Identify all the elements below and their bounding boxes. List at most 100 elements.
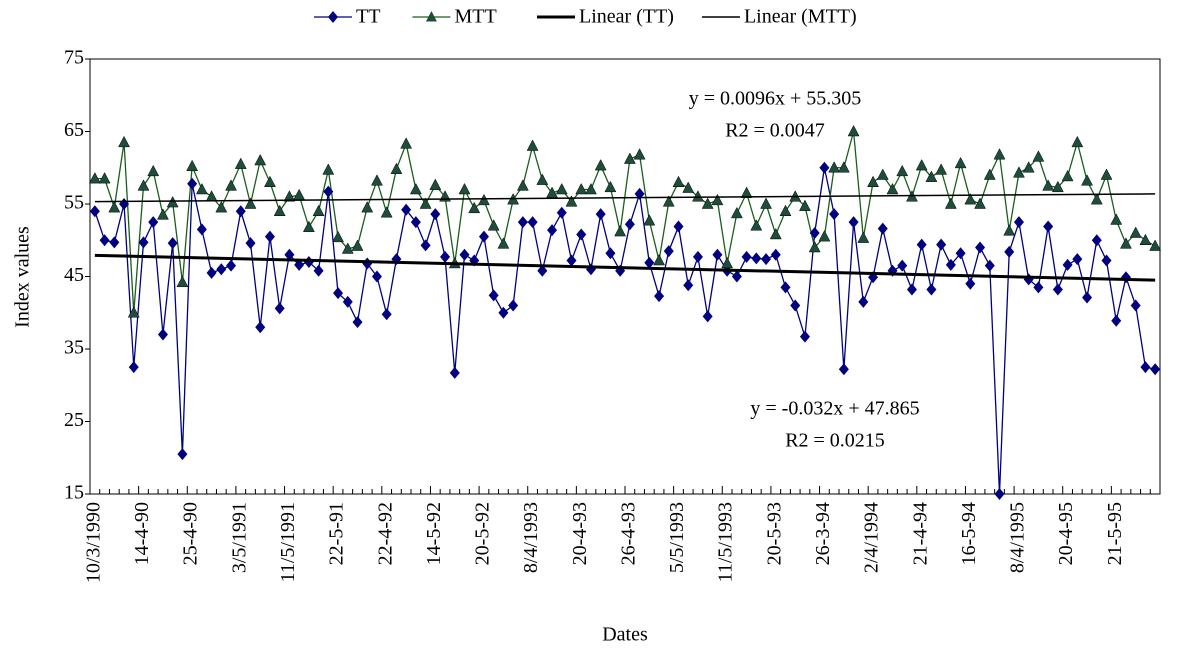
legend-marker — [425, 11, 437, 22]
data-point — [537, 264, 548, 277]
data-point — [721, 256, 734, 269]
trend-equation: y = 0.0096x + 55.305 — [689, 88, 862, 110]
x-tick-label: 26-4-93 — [617, 502, 639, 565]
data-point — [186, 159, 199, 172]
trend-r2: R2 = 0.0047 — [725, 120, 825, 142]
data-point — [701, 197, 714, 209]
legend-marker — [328, 11, 338, 23]
legend-label: Linear (TT) — [579, 6, 674, 28]
data-point — [302, 220, 315, 232]
data-point — [157, 328, 168, 341]
data-point — [361, 201, 374, 213]
data-point — [994, 488, 1005, 500]
data-point — [527, 216, 538, 229]
data-point — [585, 263, 596, 276]
x-tick-label: 2/4/1994 — [861, 502, 883, 573]
data-point — [1033, 281, 1044, 294]
x-tick-label: 5/5/1993 — [666, 502, 688, 573]
data-point — [575, 182, 588, 195]
data-point — [89, 205, 100, 218]
data-point — [779, 204, 792, 216]
trend-equation: y = -0.032x + 47.865 — [750, 398, 919, 420]
data-point — [108, 201, 121, 213]
data-point — [352, 316, 363, 329]
data-point — [936, 238, 947, 251]
data-point — [429, 178, 442, 190]
x-tick-label: 26-3-94 — [812, 502, 834, 565]
data-point — [837, 161, 850, 173]
data-point — [167, 237, 178, 250]
data-point — [88, 172, 101, 184]
data-point — [702, 310, 713, 323]
data-point — [769, 227, 782, 240]
y-tick-label: 35 — [64, 337, 84, 359]
data-point — [848, 216, 859, 229]
x-axis-title: Dates — [602, 624, 648, 646]
data-point — [614, 225, 627, 237]
data-point — [740, 186, 753, 198]
x-tick-label: 20-4-93 — [569, 502, 591, 565]
data-point — [1051, 180, 1064, 193]
data-point — [1062, 258, 1073, 271]
data-point — [915, 159, 928, 171]
data-point — [401, 203, 412, 216]
data-point — [760, 197, 772, 209]
data-point — [799, 199, 811, 211]
trend-r2: R2 = 0.0215 — [785, 430, 885, 452]
x-tick-label: 20-4-95 — [1055, 502, 1077, 565]
data-point — [897, 259, 908, 272]
data-point — [876, 168, 889, 180]
legend-label: Linear (MTT) — [744, 6, 857, 28]
data-point — [605, 247, 616, 260]
data-point — [400, 137, 413, 149]
data-point — [440, 250, 451, 263]
data-point — [138, 236, 149, 249]
data-point — [974, 197, 986, 209]
data-point — [730, 206, 743, 219]
data-point — [1090, 193, 1103, 205]
x-tick-label: 14-5-92 — [423, 502, 445, 565]
data-point — [371, 270, 382, 283]
data-point — [623, 152, 636, 164]
data-point — [808, 240, 821, 253]
data-point — [692, 250, 703, 263]
data-point — [420, 239, 431, 252]
data-point — [594, 159, 607, 171]
data-point — [498, 306, 509, 319]
data-point — [1032, 150, 1045, 162]
data-point — [195, 182, 208, 195]
data-point — [547, 224, 558, 237]
data-point — [1043, 220, 1054, 233]
data-point — [1003, 224, 1016, 236]
data-point — [148, 216, 159, 229]
data-point — [585, 182, 597, 195]
data-point — [576, 228, 587, 241]
data-point — [654, 290, 665, 303]
data-point — [284, 248, 295, 261]
data-point — [303, 256, 314, 268]
data-point — [536, 173, 549, 185]
data-point — [341, 242, 354, 254]
data-point — [555, 182, 568, 195]
y-tick-label: 45 — [64, 264, 84, 286]
data-point — [916, 238, 927, 251]
x-tick-label: 8/4/1993 — [520, 502, 542, 573]
data-point — [206, 266, 217, 279]
data-point — [964, 193, 977, 205]
data-point — [692, 190, 704, 202]
data-point — [118, 135, 130, 148]
data-point — [955, 247, 966, 260]
x-tick-label: 14-4-90 — [131, 502, 153, 565]
data-point — [1139, 233, 1152, 245]
y-tick-label: 75 — [64, 47, 84, 69]
data-point — [1072, 253, 1083, 266]
data-point — [712, 248, 723, 261]
data-point — [1071, 135, 1084, 148]
data-point — [283, 190, 296, 202]
data-point — [244, 197, 257, 209]
data-point — [177, 448, 188, 461]
data-point — [935, 163, 948, 175]
data-point — [187, 177, 198, 190]
data-point — [896, 164, 909, 177]
